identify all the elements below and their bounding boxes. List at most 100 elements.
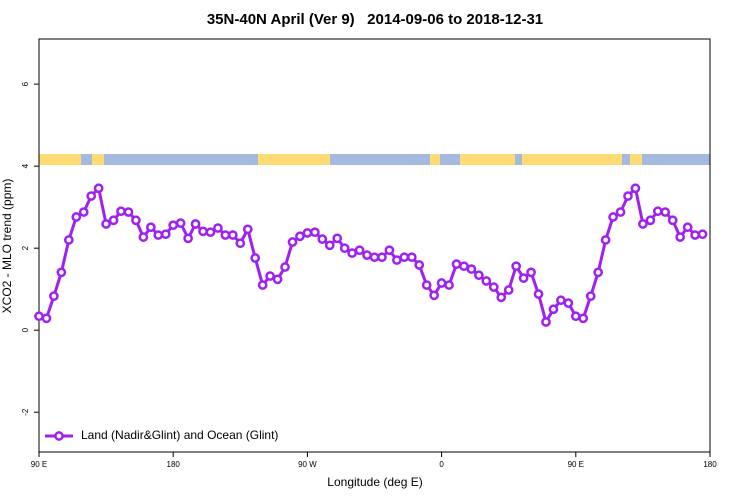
- point: [660, 207, 671, 217]
- point: [682, 222, 693, 233]
- point: [265, 271, 275, 281]
- point: [183, 233, 193, 244]
- point: [339, 243, 350, 254]
- point: [175, 218, 186, 228]
- point: [235, 238, 246, 249]
- point: [563, 298, 574, 308]
- land-strip: [460, 154, 515, 165]
- point: [227, 230, 238, 240]
- point: [675, 232, 686, 242]
- point: [429, 290, 439, 301]
- point: [145, 222, 156, 233]
- y-tick-label: -2: [21, 408, 30, 416]
- x-tick-label: 90 E: [31, 460, 47, 469]
- point: [220, 230, 231, 240]
- point: [347, 248, 357, 258]
- point: [608, 212, 618, 222]
- legend-item: Land (Nadir&Glint) and Ocean (Glint): [45, 428, 278, 442]
- chart-title: 35N-40N April (Ver 9) 2014-09-06 to 2018…: [207, 11, 543, 28]
- point: [160, 229, 171, 240]
- y-tick-label: 2: [21, 245, 30, 250]
- point: [652, 206, 663, 217]
- point: [399, 252, 410, 263]
- point: [354, 245, 365, 256]
- land-ocean-band: [39, 154, 710, 165]
- point: [511, 261, 522, 272]
- point: [242, 224, 253, 235]
- point: [116, 206, 126, 217]
- point: [481, 276, 492, 286]
- point: [526, 267, 536, 278]
- point: [310, 227, 320, 238]
- point: [615, 207, 626, 217]
- point: [41, 313, 52, 324]
- point: [138, 232, 149, 242]
- x-tick-label: 180: [167, 460, 181, 469]
- x-tick-label: 180: [703, 460, 717, 469]
- point: [518, 273, 529, 283]
- point: [697, 229, 708, 240]
- point: [503, 285, 514, 295]
- point: [533, 289, 544, 299]
- point: [541, 317, 551, 327]
- point: [377, 252, 387, 263]
- point: [257, 280, 268, 290]
- point: [190, 219, 201, 229]
- point: [570, 311, 581, 322]
- point: [466, 264, 477, 274]
- x-tick-label: 90 W: [298, 460, 317, 469]
- x-axis-label: Longitude (deg E): [327, 475, 422, 489]
- point: [317, 234, 328, 244]
- point: [131, 215, 141, 226]
- point: [56, 267, 67, 278]
- x-tick-label: 0: [439, 460, 444, 469]
- land-strip: [258, 154, 330, 165]
- point: [34, 311, 44, 322]
- point: [496, 292, 507, 303]
- land-strip: [522, 154, 622, 165]
- point: [690, 230, 700, 240]
- point: [556, 295, 566, 306]
- point: [287, 237, 298, 247]
- point: [71, 212, 82, 222]
- point: [421, 280, 432, 290]
- point: [168, 220, 179, 231]
- land-strip: [39, 154, 81, 165]
- point: [600, 235, 611, 245]
- point: [123, 207, 134, 217]
- point: [362, 250, 372, 260]
- plot-frame: [38, 38, 711, 453]
- land-strip: [92, 154, 104, 165]
- point: [638, 219, 648, 229]
- point: [392, 255, 402, 265]
- point: [645, 215, 656, 226]
- point: [250, 253, 261, 263]
- point: [369, 252, 380, 263]
- y-tick-label: 0: [21, 327, 30, 332]
- y-tick-label: 6: [21, 81, 30, 86]
- legend-marker: [54, 431, 64, 441]
- point: [585, 291, 596, 302]
- point: [101, 219, 111, 229]
- ocean-strip: [39, 154, 710, 165]
- x-tick-label: 90 E: [568, 460, 584, 469]
- point: [630, 183, 641, 194]
- point: [488, 282, 499, 292]
- point: [213, 223, 223, 233]
- point: [474, 270, 484, 281]
- legend-label: Land (Nadir&Glint) and Ocean (Glint): [81, 428, 278, 442]
- point: [593, 267, 604, 278]
- point: [332, 233, 343, 244]
- point: [451, 259, 462, 270]
- point: [302, 228, 313, 238]
- y-tick-label: 4: [21, 163, 30, 168]
- point: [667, 215, 678, 226]
- point: [93, 183, 104, 194]
- point: [384, 245, 395, 256]
- point: [406, 252, 417, 263]
- point: [459, 261, 469, 272]
- point: [578, 313, 589, 324]
- point: [78, 207, 89, 217]
- point: [324, 240, 335, 251]
